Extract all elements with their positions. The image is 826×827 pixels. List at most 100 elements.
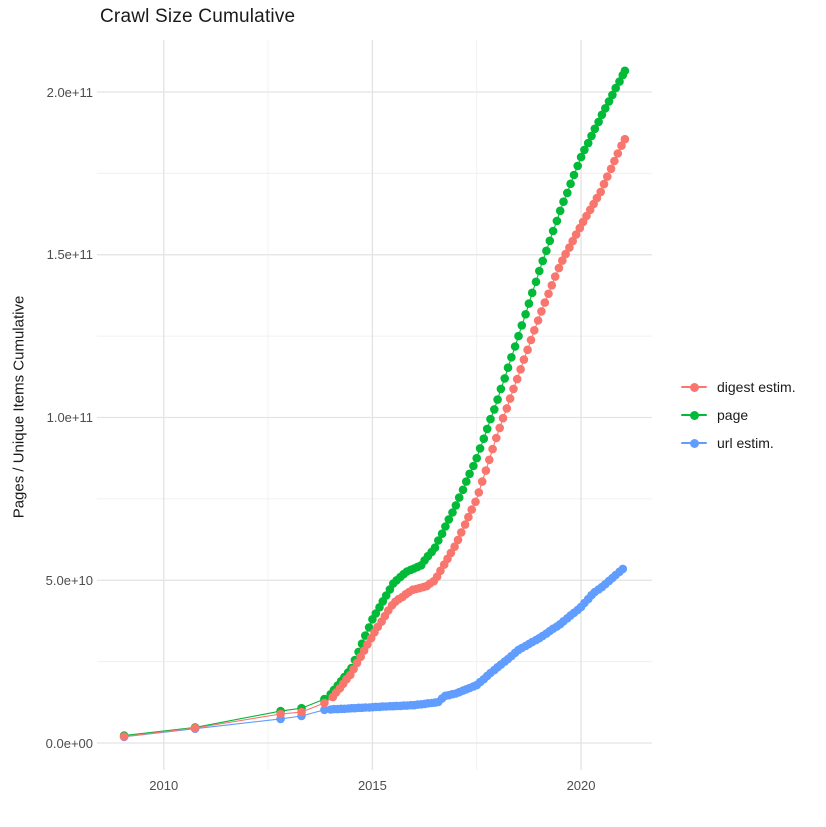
data-point bbox=[580, 145, 589, 155]
data-point bbox=[472, 453, 482, 463]
legend-label-digest-estim: digest estim. bbox=[717, 379, 796, 395]
y-axis-title: Pages / Unique Items Cumulative bbox=[10, 295, 28, 519]
data-point bbox=[430, 543, 440, 552]
data-point bbox=[617, 141, 626, 150]
data-point bbox=[582, 211, 591, 221]
data-point bbox=[568, 236, 577, 246]
series-url-estim- bbox=[119, 564, 628, 742]
data-point bbox=[548, 226, 558, 236]
data-point bbox=[276, 709, 285, 719]
y-tick-label: 5.0e+10 bbox=[45, 572, 93, 588]
data-point bbox=[502, 404, 512, 413]
data-point bbox=[545, 236, 555, 246]
data-point bbox=[436, 566, 445, 576]
data-point bbox=[474, 488, 484, 497]
data-point bbox=[583, 138, 593, 148]
data-point bbox=[479, 434, 489, 444]
data-point bbox=[594, 117, 603, 127]
data-point bbox=[550, 272, 560, 281]
data-point bbox=[566, 179, 575, 189]
data-point bbox=[521, 310, 530, 319]
data-point bbox=[464, 512, 473, 522]
data-point bbox=[558, 256, 567, 265]
data-point bbox=[573, 161, 582, 171]
data-point bbox=[500, 374, 510, 383]
data-point bbox=[507, 353, 516, 362]
data-point bbox=[542, 246, 551, 256]
data-point bbox=[477, 477, 487, 486]
data-point bbox=[540, 298, 550, 307]
data-point bbox=[485, 455, 494, 465]
data-point bbox=[119, 732, 129, 741]
data-point bbox=[590, 124, 600, 134]
data-point bbox=[569, 170, 579, 180]
data-point bbox=[441, 522, 450, 531]
data-point bbox=[496, 384, 506, 394]
data-point bbox=[606, 164, 616, 174]
data-point bbox=[453, 535, 463, 545]
data-point bbox=[481, 466, 491, 475]
data-point bbox=[446, 548, 456, 558]
data-point bbox=[531, 277, 541, 287]
data-point bbox=[454, 493, 464, 502]
legend: digest estim. page url estim. bbox=[681, 377, 796, 453]
data-point bbox=[554, 263, 564, 273]
data-point bbox=[603, 172, 612, 181]
legend-item-digest-estim: digest estim. bbox=[681, 377, 796, 397]
data-point bbox=[503, 363, 513, 373]
data-point bbox=[460, 520, 470, 529]
data-point bbox=[611, 83, 620, 93]
data-point bbox=[465, 469, 474, 479]
data-point bbox=[530, 326, 539, 335]
data-point bbox=[516, 365, 525, 374]
legend-key-page-line-dot-icon bbox=[681, 405, 707, 425]
legend-item-page: page bbox=[681, 405, 796, 425]
legend-item-url-estim: url estim. bbox=[681, 433, 796, 453]
y-tick-label: 1.0e+11 bbox=[46, 410, 93, 425]
legend-label-page: page bbox=[717, 407, 749, 423]
data-point bbox=[320, 698, 329, 708]
data-point bbox=[434, 536, 443, 545]
legend-key-url-line-dot-icon bbox=[681, 433, 707, 453]
data-point bbox=[535, 266, 544, 276]
data-point bbox=[469, 461, 478, 471]
data-point bbox=[601, 104, 610, 113]
data-point bbox=[444, 515, 454, 524]
data-point bbox=[475, 444, 485, 453]
data-point bbox=[486, 414, 495, 424]
data-point bbox=[458, 485, 468, 495]
data-point bbox=[517, 321, 527, 330]
data-point bbox=[620, 134, 630, 144]
data-point bbox=[576, 152, 586, 162]
data-point bbox=[533, 316, 543, 325]
data-point bbox=[457, 528, 466, 537]
data-point bbox=[505, 394, 515, 403]
data-point bbox=[608, 90, 617, 100]
data-point bbox=[555, 206, 565, 216]
data-point bbox=[514, 331, 523, 341]
data-point bbox=[471, 497, 480, 507]
data-point bbox=[482, 424, 492, 434]
data-point bbox=[604, 97, 614, 106]
data-point bbox=[597, 110, 607, 120]
data-point bbox=[510, 342, 520, 351]
data-point bbox=[488, 444, 497, 454]
data-point bbox=[509, 384, 518, 394]
data-point bbox=[371, 609, 381, 618]
data-point bbox=[552, 216, 562, 226]
series-digest-estim- bbox=[119, 134, 630, 741]
data-point bbox=[610, 156, 619, 166]
data-point bbox=[363, 640, 372, 649]
data-point bbox=[527, 288, 537, 298]
data-point bbox=[519, 355, 529, 364]
data-point bbox=[592, 193, 602, 203]
data-point bbox=[537, 307, 546, 316]
data-point bbox=[495, 423, 505, 433]
data-point bbox=[547, 281, 557, 290]
data-point bbox=[538, 256, 547, 266]
data-point bbox=[512, 374, 522, 384]
data-point bbox=[565, 243, 574, 252]
data-point bbox=[448, 508, 457, 517]
data-point bbox=[526, 335, 536, 345]
